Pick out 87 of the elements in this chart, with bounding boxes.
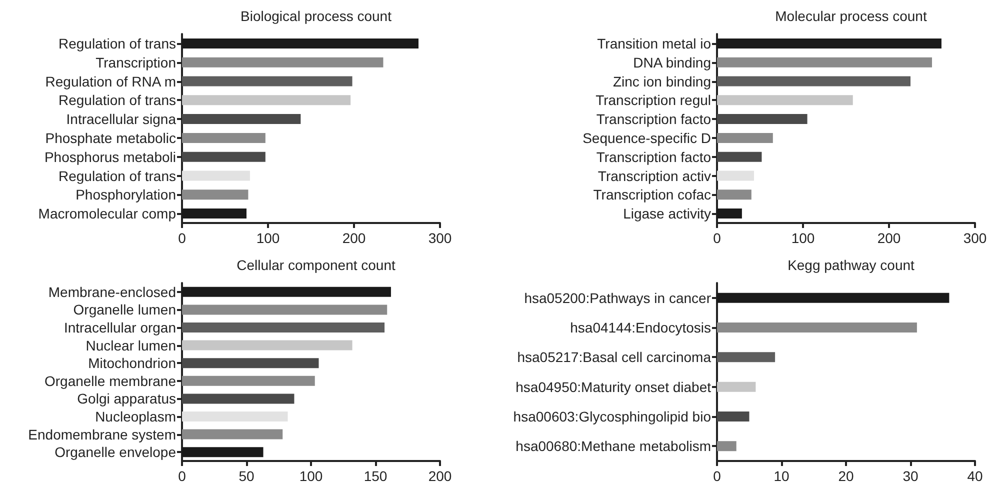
- chart-title: Cellular component count: [236, 257, 396, 273]
- bar: [717, 352, 776, 362]
- y-tick-label: Regulation of trans: [58, 92, 176, 108]
- x-tick-label: 100: [299, 468, 323, 483]
- x-tick-label: 20: [838, 468, 854, 483]
- y-tick-label: Transcription facto: [596, 111, 712, 128]
- y-tick-label: Golgi apparatus: [77, 390, 176, 407]
- bar: [182, 322, 385, 332]
- bar: [717, 190, 752, 200]
- y-tick-label: hsa05200:Pathways in cancer: [524, 290, 712, 306]
- bar: [182, 76, 352, 86]
- y-tick-label: Organelle envelope: [54, 444, 176, 460]
- y-tick-label: Intracellular signa: [66, 111, 176, 128]
- y-tick-label: Intracellular organ: [64, 320, 176, 336]
- y-tick-label: hsa04144:Endocytosis: [570, 320, 711, 336]
- y-tick-label: hsa05217:Basal cell carcinoma: [517, 349, 712, 366]
- x-tick-label: 100: [256, 230, 280, 246]
- x-tick-label: 200: [342, 230, 366, 246]
- y-tick-label: Mitochondrion: [88, 355, 176, 372]
- y-tick-label: Phosphate metabolic: [45, 130, 176, 146]
- bar: [717, 152, 762, 162]
- y-tick-label: Organelle membrane: [44, 372, 176, 389]
- bar: [182, 429, 283, 440]
- bar: [717, 114, 808, 124]
- x-tick-label: 300: [963, 230, 987, 246]
- bar: [182, 114, 301, 124]
- bar: [182, 95, 351, 106]
- x-tick-label: 50: [238, 468, 254, 483]
- chart-title: Biological process count: [240, 8, 392, 24]
- bar: [717, 441, 736, 452]
- y-tick-label: Transcription: [96, 54, 176, 70]
- bar: [717, 322, 917, 332]
- bar: [182, 394, 294, 404]
- y-tick-label: Regulation of trans: [58, 168, 176, 184]
- y-tick-label: Regulation of RNA m: [45, 73, 176, 90]
- y-tick-label: Transcription regul: [596, 92, 711, 108]
- bar: [717, 76, 910, 86]
- y-tick-label: Zinc ion binding: [612, 73, 711, 90]
- bar: [717, 170, 754, 181]
- chart-title: Kegg pathway count: [788, 257, 915, 273]
- x-tick-label: 100: [791, 230, 815, 246]
- bar: [182, 358, 319, 368]
- y-tick-label: Phosphorylation: [76, 186, 176, 203]
- x-tick-label: 10: [774, 468, 790, 483]
- y-tick-label: Regulation of trans: [58, 35, 176, 52]
- y-tick-label: Transcription activ: [598, 168, 711, 184]
- y-tick-label: Organelle lumen: [73, 302, 176, 318]
- bar: [182, 170, 250, 181]
- x-tick-label: 0: [178, 230, 186, 246]
- x-tick-label: 40: [967, 468, 983, 483]
- bar: [182, 376, 315, 386]
- y-tick-label: Transcription facto: [596, 148, 712, 165]
- x-tick-label: 200: [877, 230, 901, 246]
- bar: [182, 412, 288, 422]
- bar: [717, 382, 756, 392]
- bar: [182, 152, 266, 162]
- bar: [717, 57, 932, 68]
- y-tick-label: Endomembrane system: [28, 426, 176, 442]
- y-tick-label: Phosphorus metaboli: [44, 148, 176, 165]
- x-tick-label: 300: [428, 230, 452, 246]
- bar: [182, 304, 388, 315]
- y-tick-label: Transition metal io: [597, 35, 712, 52]
- y-tick-label: Macromolecular comp: [38, 206, 176, 222]
- chart-title: Molecular process count: [775, 8, 927, 24]
- y-tick-label: Nucleoplasm: [95, 408, 176, 424]
- y-tick-label: Transcription cofac: [593, 186, 711, 203]
- bar: [182, 57, 384, 68]
- y-tick-label: DNA binding: [633, 54, 711, 70]
- y-tick-label: hsa00603:Glycosphingolipid bio: [513, 408, 712, 424]
- x-tick-label: 0: [178, 468, 186, 483]
- bar: [717, 412, 750, 422]
- y-tick-label: hsa04950:Maturity onset diabet: [516, 378, 712, 395]
- y-tick-label: Ligase activity: [623, 206, 711, 222]
- x-tick-label: 0: [713, 230, 722, 246]
- x-tick-label: 30: [902, 468, 918, 483]
- x-tick-label: 0: [713, 468, 722, 483]
- x-tick-label: 150: [364, 468, 388, 483]
- y-tick-label: hsa00680:Methane metabolism: [516, 438, 711, 454]
- y-tick-label: Membrane-enclosed: [48, 284, 176, 300]
- bar: [717, 95, 853, 106]
- x-tick-label: 200: [428, 468, 452, 483]
- y-tick-label: Sequence-specific D: [582, 130, 711, 146]
- y-tick-label: Nuclear lumen: [86, 337, 176, 354]
- bar: [717, 132, 773, 143]
- bar: [182, 340, 352, 350]
- bar: [182, 190, 248, 200]
- bar: [182, 132, 266, 143]
